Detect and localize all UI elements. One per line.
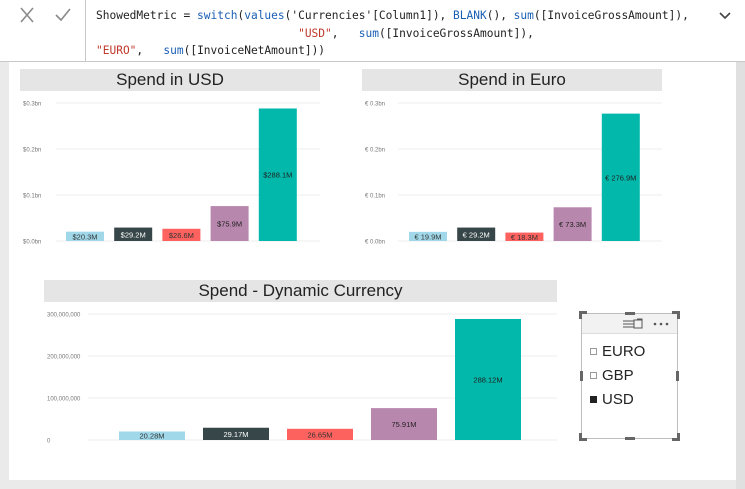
- formula-text: ([InvoiceGrossAmount]),: [533, 9, 689, 22]
- y-tick-label: € 0.1bn: [365, 194, 385, 200]
- slicer-item-usd[interactable]: USD: [590, 389, 634, 409]
- data-label: $20.3M: [72, 232, 97, 241]
- y-tick-label: € 0.2bn: [365, 148, 385, 154]
- currency-slicer[interactable]: EURO GBP USD: [579, 311, 680, 441]
- y-tick-label: € 0.3bn: [365, 102, 385, 108]
- slicer-header: [582, 314, 677, 334]
- dynamic-currency-chart-visual[interactable]: Spend - Dynamic Currency 300,000,000 200,…: [44, 280, 557, 460]
- bar-1[interactable]: [409, 231, 447, 241]
- formula-text: ([InvoiceGrossAmount]),: [378, 26, 534, 40]
- bar-2[interactable]: [203, 427, 269, 440]
- formula-text: ('Currencies'[Column1]),: [284, 9, 454, 22]
- formula-text: ShowedMetric =: [96, 9, 198, 22]
- formula-text: BLANK: [453, 9, 487, 22]
- resize-handle[interactable]: [672, 433, 680, 441]
- formula-bar-divider: [85, 0, 86, 62]
- resize-handle[interactable]: [625, 312, 635, 315]
- chart-title: Spend in Euro: [362, 69, 662, 91]
- formula-text: ,: [331, 26, 359, 40]
- scrollbar-track[interactable]: [736, 62, 745, 489]
- y-tick-label: 300,000,000: [47, 313, 81, 319]
- bar-3[interactable]: [287, 428, 353, 440]
- bar-chart: € 0.3bn € 0.2bn € 0.1bn € 0.0bn € 19.9M € 29.…: [365, 102, 662, 246]
- y-tick-label: $0.1bn: [23, 194, 41, 200]
- formula-text: sum: [513, 9, 534, 22]
- formula-text: [96, 27, 298, 40]
- y-tick-label: $0.3bn: [23, 102, 41, 108]
- slicer-item-gbp[interactable]: GBP: [590, 365, 634, 385]
- check-icon[interactable]: [48, 3, 78, 27]
- close-icon[interactable]: [12, 3, 42, 27]
- bar-2[interactable]: [457, 227, 496, 241]
- y-tick-label: $0.2bn: [23, 148, 41, 154]
- bar-chart: $0.3bn $0.2bn $0.1bn $0.0bn $20.3M $29.2M $26.…: [23, 102, 320, 246]
- formula-text: sum: [163, 44, 184, 57]
- data-label: 288.12M: [473, 375, 502, 384]
- formula-text: "USD": [298, 26, 332, 40]
- data-label: 75.91M: [391, 420, 416, 429]
- y-tick-label: 0: [47, 439, 51, 445]
- formula-text: values: [244, 9, 285, 22]
- slicer-item-euro[interactable]: EURO: [590, 341, 645, 361]
- data-label: € 19.9M: [414, 232, 441, 241]
- data-label: $26.6M: [169, 231, 194, 240]
- bar-4[interactable]: [210, 206, 249, 241]
- bar-2[interactable]: [114, 227, 153, 241]
- data-label: € 18.3M: [511, 233, 538, 242]
- bar-3[interactable]: [505, 232, 544, 241]
- y-tick-label: 200,000,000: [47, 355, 81, 361]
- data-label: $29.2M: [121, 230, 146, 239]
- resize-handle[interactable]: [625, 437, 635, 440]
- bar-1[interactable]: [66, 231, 104, 241]
- data-label: € 29.2M: [463, 230, 490, 239]
- formula-text: (: [237, 9, 245, 22]
- checkbox[interactable]: [590, 371, 597, 379]
- bar-chart: 300,000,000 200,000,000 100,000,000 0 20.28M…: [47, 313, 557, 445]
- chart-title: Spend - Dynamic Currency: [44, 280, 557, 302]
- y-tick-label: 100,000,000: [47, 397, 81, 403]
- bar-5[interactable]: [455, 318, 521, 440]
- focus-mode-icon[interactable]: [622, 317, 644, 331]
- formula-text: switch: [197, 9, 238, 22]
- slicer-item-label: EURO: [602, 342, 646, 360]
- formula-text: ,: [136, 44, 164, 57]
- resize-handle[interactable]: [676, 371, 679, 381]
- data-label: 20.28M: [139, 432, 164, 441]
- data-label: € 73.3M: [559, 220, 586, 229]
- y-tick-label: € 0.0bn: [365, 240, 385, 246]
- slicer-item-label: GBP: [602, 366, 634, 384]
- bar-5[interactable]: [601, 113, 640, 241]
- formula-editor[interactable]: ShowedMetric = switch(values('Currencies…: [96, 7, 706, 60]
- chart-title: Spend in USD: [20, 69, 320, 91]
- checkbox[interactable]: [590, 347, 597, 355]
- checkbox[interactable]: [590, 395, 597, 403]
- y-tick-label: $0.0bn: [23, 240, 41, 246]
- data-label: $75.9M: [217, 220, 242, 229]
- chevron-down-icon[interactable]: [716, 7, 734, 25]
- more-options-icon[interactable]: [652, 317, 670, 331]
- formula-text: ([InvoiceNetAmount])): [183, 44, 326, 57]
- formula-text: "EURO": [96, 44, 137, 57]
- euro-chart-visual[interactable]: Spend in Euro € 0.3bn € 0.2bn € 0.1bn € 0.0…: [362, 69, 662, 249]
- bar-5[interactable]: [258, 108, 297, 241]
- bar-1[interactable]: [119, 431, 185, 440]
- resize-handle[interactable]: [579, 311, 587, 319]
- data-label: € 276.9M: [605, 173, 636, 182]
- data-label: $288.1M: [263, 171, 292, 180]
- bar-4[interactable]: [553, 207, 592, 241]
- usd-chart-visual[interactable]: Spend in USD $0.3bn $0.2bn $0.1bn $0.0bn $20…: [20, 69, 320, 249]
- resize-handle[interactable]: [579, 433, 587, 441]
- data-label: 26.65M: [307, 430, 332, 439]
- formula-bar: ShowedMetric = switch(values('Currencies…: [0, 0, 745, 62]
- data-label: 29.17M: [223, 430, 248, 439]
- resize-handle[interactable]: [672, 311, 680, 319]
- formula-text: (),: [486, 9, 514, 22]
- report-canvas: Spend in USD $0.3bn $0.2bn $0.1bn $0.0bn $20…: [9, 62, 736, 480]
- bar-3[interactable]: [162, 228, 201, 241]
- resize-handle[interactable]: [580, 371, 583, 381]
- slicer-item-label: USD: [602, 390, 634, 408]
- formula-text: sum: [358, 26, 379, 40]
- bar-4[interactable]: [371, 408, 437, 440]
